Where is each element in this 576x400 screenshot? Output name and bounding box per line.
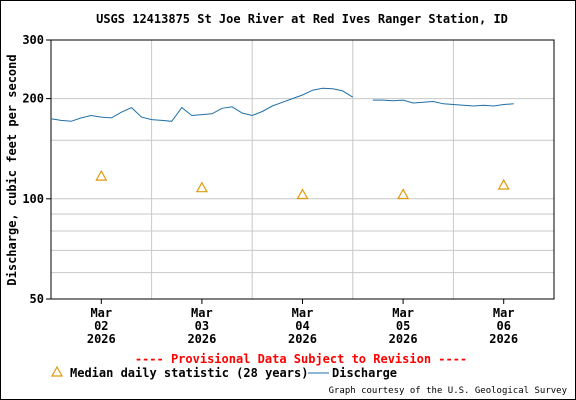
x-tick-label-day: 06 (496, 319, 510, 333)
median-triangle-icon (50, 365, 64, 377)
legend: Median daily statistic (28 years) Discha… (50, 365, 397, 380)
x-tick-label-month: Mar (392, 306, 414, 320)
x-tick-label-day: 05 (396, 319, 410, 333)
y-tick-label: 100 (22, 192, 44, 206)
x-tick-label-year: 2026 (87, 332, 116, 346)
x-tick-label-month: Mar (191, 306, 213, 320)
x-tick-label-month: Mar (493, 306, 515, 320)
x-tick-label-year: 2026 (288, 332, 317, 346)
discharge-line (50, 87, 514, 122)
x-tick-label-day: 04 (295, 319, 309, 333)
provisional-banner: ---- Provisional Data Subject to Revisio… (135, 352, 467, 366)
x-tick-label-year: 2026 (187, 332, 216, 346)
x-tick-label-year: 2026 (489, 332, 518, 346)
median-point (95, 169, 108, 181)
y-tick-label: 300 (22, 33, 44, 47)
plot-area (50, 39, 555, 300)
x-tick-label-day: 02 (94, 319, 108, 333)
x-tick-label-year: 2026 (389, 332, 418, 346)
x-tick-label-month: Mar (292, 306, 314, 320)
y-tick-label: 50 (30, 292, 44, 306)
grid (51, 39, 554, 300)
legend-item-median: Median daily statistic (28 years) (70, 366, 308, 380)
median-point (497, 178, 510, 190)
credit-text: Graph courtesy of the U.S. Geological Su… (329, 386, 568, 396)
legend-item-discharge: Discharge (332, 366, 397, 380)
y-tick-label: 200 (22, 92, 44, 106)
chart-title: USGS 12413875 St Joe River at Red Ives R… (96, 12, 508, 26)
median-point (195, 181, 208, 193)
x-tick-labels: Mar022026Mar032026Mar042026Mar052026Mar0… (87, 299, 518, 346)
y-axis-label: Discharge, cubic feet per second (5, 54, 19, 285)
median-point (397, 188, 410, 200)
median-point (296, 188, 309, 200)
x-tick-label-day: 03 (195, 319, 209, 333)
x-tick-label-month: Mar (90, 306, 112, 320)
y-tick-labels: 300 200 100 50 (22, 33, 51, 306)
series-layer (50, 87, 514, 200)
